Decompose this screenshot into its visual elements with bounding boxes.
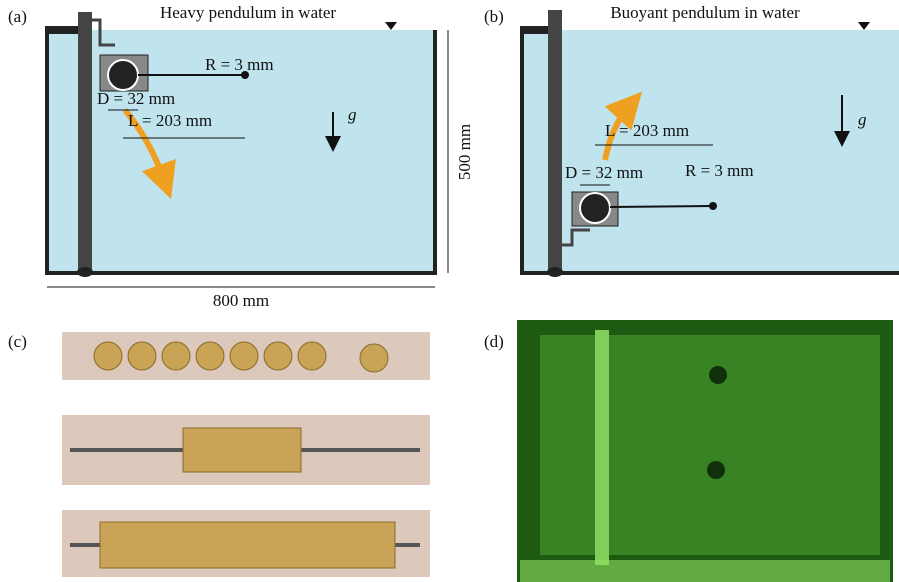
tank	[45, 30, 437, 275]
bob	[241, 71, 249, 79]
motion-arrow	[122, 108, 176, 199]
brass-cylinder	[99, 521, 396, 569]
brass-stack	[182, 427, 302, 473]
motion-arrow	[602, 91, 643, 161]
panel-a: (a) Heavy pendulum in water R = 3 mm D =…	[8, 3, 474, 310]
rim	[520, 26, 554, 34]
pole	[548, 10, 562, 274]
bracket	[92, 18, 115, 47]
disc-top	[709, 366, 727, 384]
panel-c: (c)	[8, 332, 430, 577]
disc-bottom	[707, 461, 725, 479]
panel-title: Heavy pendulum in water	[160, 3, 336, 22]
pole	[595, 330, 609, 565]
rod	[609, 205, 714, 208]
panel-label: (a)	[8, 7, 27, 26]
base-light	[520, 560, 890, 582]
water-level	[858, 22, 870, 30]
width-label: 800 mm	[213, 291, 269, 310]
panel-title: Buoyant pendulum in water	[610, 3, 800, 22]
pole-foot	[547, 267, 563, 277]
bob	[709, 202, 717, 210]
gravity-label: g	[348, 105, 357, 124]
water	[522, 30, 899, 273]
radius-label: R = 3 mm	[205, 55, 274, 74]
discs	[93, 341, 389, 373]
panel-label: (b)	[484, 7, 504, 26]
radius-label: R = 3 mm	[685, 161, 754, 180]
panel-b: (b) Buoyant pendulum in water L = 203 mm…	[484, 3, 899, 277]
cylinder	[579, 192, 611, 224]
pole-foot	[77, 267, 93, 277]
water-level	[385, 22, 397, 30]
panel-label: (d)	[484, 332, 504, 351]
diameter-label: D = 32 mm	[565, 163, 643, 182]
tank	[520, 30, 899, 275]
pole	[78, 12, 92, 274]
length-label: L = 203 mm	[128, 111, 212, 130]
cylinder	[107, 59, 139, 91]
height-label: 500 mm	[455, 124, 474, 180]
bracket	[562, 228, 590, 247]
rim	[45, 26, 85, 34]
panel-d: (d)	[484, 320, 893, 582]
diameter-label: D = 32 mm	[97, 89, 175, 108]
length-label: L = 203 mm	[605, 121, 689, 140]
gravity-label: g	[858, 110, 867, 129]
tank-glow	[540, 335, 880, 555]
panel-label: (c)	[8, 332, 27, 351]
